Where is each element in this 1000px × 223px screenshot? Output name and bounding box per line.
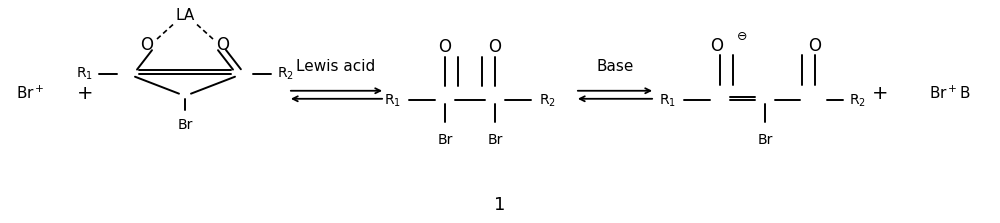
Text: +: +: [872, 84, 888, 103]
Text: R$_1$: R$_1$: [384, 92, 402, 109]
Text: O: O: [809, 37, 822, 55]
Text: Br$^+$B: Br$^+$B: [929, 85, 971, 102]
Text: Br$^+$: Br$^+$: [16, 85, 44, 102]
Text: Br: Br: [177, 118, 193, 132]
Text: R$_2$: R$_2$: [277, 65, 293, 82]
Text: O: O: [216, 36, 230, 54]
Text: R$_2$: R$_2$: [849, 92, 865, 109]
Text: $\ominus$: $\ominus$: [736, 30, 748, 43]
Text: R$_1$: R$_1$: [659, 92, 677, 109]
Text: O: O: [438, 38, 451, 56]
Text: +: +: [77, 84, 93, 103]
Text: Br: Br: [437, 134, 453, 147]
Text: LA: LA: [175, 8, 195, 23]
Text: Base: Base: [596, 59, 634, 74]
Text: R$_2$: R$_2$: [539, 92, 555, 109]
Text: Br: Br: [757, 134, 773, 147]
Text: Br: Br: [487, 134, 503, 147]
Text: 1: 1: [494, 196, 506, 214]
Text: O: O: [710, 37, 724, 55]
Text: Lewis acid: Lewis acid: [296, 59, 376, 74]
Text: R$_1$: R$_1$: [76, 65, 94, 82]
Text: O: O: [488, 38, 502, 56]
Text: O: O: [140, 36, 154, 54]
